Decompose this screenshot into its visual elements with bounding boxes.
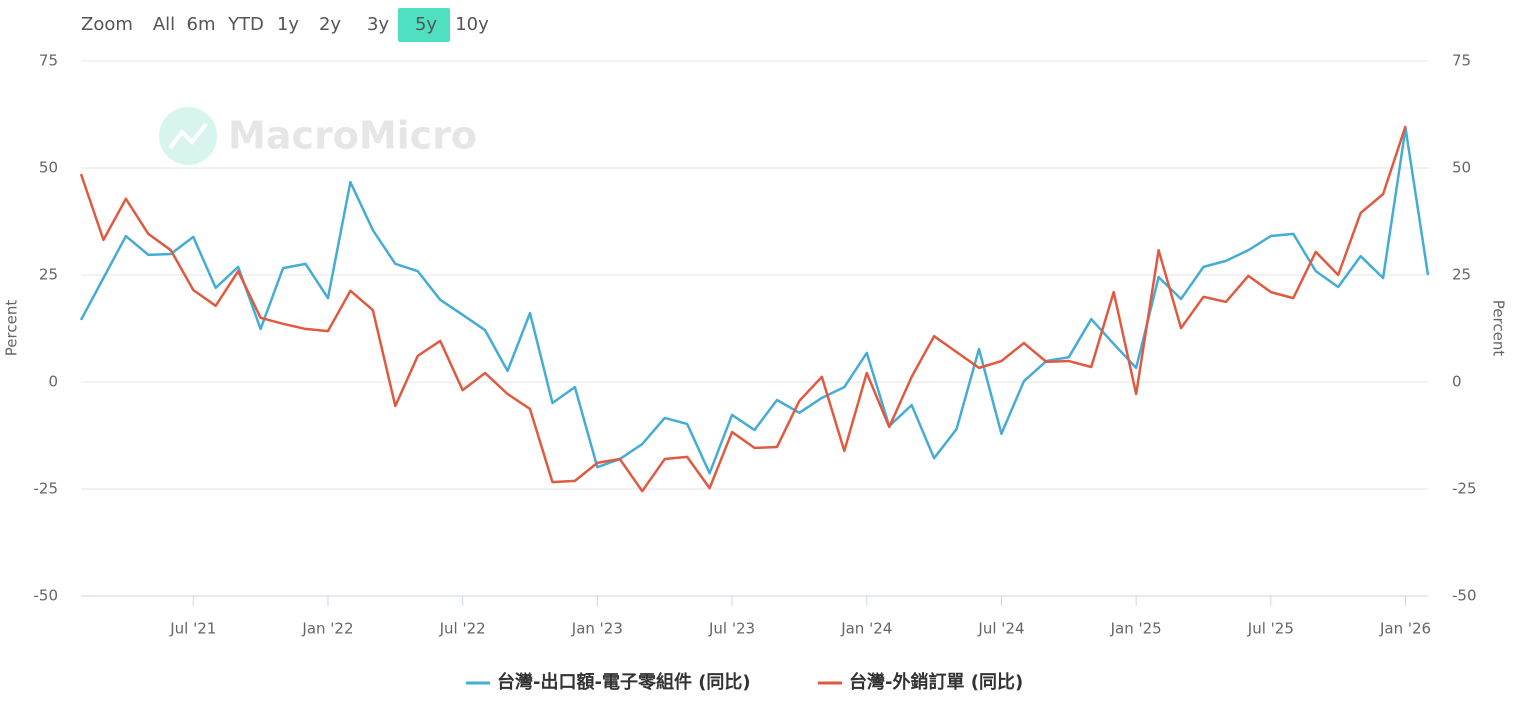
y-axis-label: Percent — [3, 300, 21, 357]
range-button[interactable]: All — [153, 14, 175, 35]
range-button[interactable]: 1y — [277, 14, 299, 35]
legend-label[interactable]: 台灣-出口額-電子零組件 (同比) — [497, 671, 751, 693]
y-tick-label: -25 — [34, 480, 59, 498]
range-button-bg — [398, 8, 450, 42]
watermark-icon-line — [168, 122, 208, 150]
range-button[interactable]: YTD — [227, 14, 264, 35]
y-tick-label: 0 — [48, 373, 58, 391]
series-line — [79, 125, 1407, 493]
x-tick-label: Jul '23 — [708, 620, 755, 638]
series-line — [79, 126, 1430, 475]
range-button[interactable]: 5y — [415, 14, 437, 35]
range-button[interactable]: 10y — [455, 14, 489, 35]
y-tick-label: 25 — [39, 266, 58, 284]
x-tick-label: Jan '22 — [301, 620, 353, 638]
x-tick-label: Jul '25 — [1247, 620, 1294, 638]
x-tick-label: Jul '22 — [439, 620, 486, 638]
watermark-text: MacroMicro — [228, 114, 477, 158]
y2-tick-label: 25 — [1452, 266, 1471, 284]
range-button[interactable]: 3y — [367, 14, 389, 35]
x-tick-label: Jul '21 — [169, 620, 216, 638]
x-tick-label: Jan '26 — [1379, 620, 1431, 638]
x-tick-label: Jan '25 — [1110, 620, 1162, 638]
y2-tick-label: 50 — [1452, 159, 1471, 177]
range-button[interactable]: 6m — [187, 14, 216, 35]
y2-tick-label: 75 — [1452, 52, 1471, 70]
x-tick-label: Jul '24 — [977, 620, 1024, 638]
x-tick-label: Jan '23 — [571, 620, 623, 638]
y2-tick-label: 0 — [1452, 373, 1462, 391]
x-tick-label: Jan '24 — [840, 620, 892, 638]
y2-axis-label: Percent — [1490, 300, 1508, 357]
y-tick-label: -50 — [34, 587, 59, 605]
range-button[interactable]: 2y — [319, 14, 341, 35]
zoom-label: Zoom — [81, 14, 133, 35]
y2-tick-label: -25 — [1452, 480, 1477, 498]
legend-label[interactable]: 台灣-外銷訂單 (同比) — [849, 671, 1023, 693]
watermark: MacroMicro — [159, 107, 477, 165]
y-tick-label: 50 — [39, 159, 58, 177]
y2-tick-label: -50 — [1452, 587, 1477, 605]
y-tick-label: 75 — [39, 52, 58, 70]
